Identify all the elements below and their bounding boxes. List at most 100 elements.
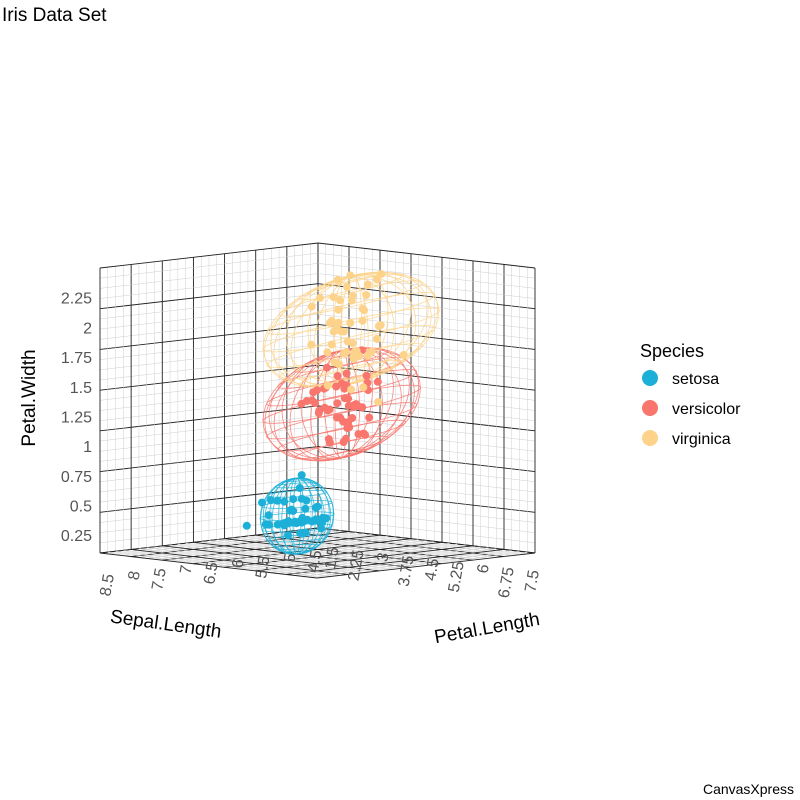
data-point-setosa xyxy=(311,515,320,524)
data-point-setosa xyxy=(280,497,289,506)
legend-marker-setosa xyxy=(642,370,658,386)
ellipse-virginica xyxy=(262,271,440,389)
data-point-virginica xyxy=(330,358,339,367)
x-tick-label: 6 xyxy=(229,558,247,570)
data-point-setosa xyxy=(289,495,298,504)
floor-gridline xyxy=(170,544,388,571)
data-point-setosa xyxy=(258,498,266,507)
left-wall-gridline xyxy=(99,314,319,340)
data-point-virginica xyxy=(367,347,376,356)
z-tick-label: 1.25 xyxy=(61,409,92,426)
data-point-virginica xyxy=(347,296,356,305)
data-point-virginica xyxy=(343,337,352,346)
data-point-virginica xyxy=(315,294,324,302)
right-wall-gridline xyxy=(317,314,536,340)
right-wall-gridline xyxy=(317,263,536,289)
floor-gridline xyxy=(231,542,450,569)
legend-title: Species xyxy=(640,341,704,361)
left-wall-gridline xyxy=(99,242,319,269)
x-tick-label: 6.5 xyxy=(201,561,222,586)
confidence-ellipses xyxy=(259,271,440,555)
series-versicolor xyxy=(297,346,382,447)
floor-gridline xyxy=(223,541,443,568)
z-tick-label: 2.25 xyxy=(61,291,92,308)
floor-gridline xyxy=(123,550,341,576)
y-tick-label: 6.75 xyxy=(496,566,518,600)
data-point-virginica xyxy=(307,340,316,349)
left-wall-gridline xyxy=(99,273,319,299)
data-point-setosa xyxy=(302,496,311,505)
data-point-versicolor xyxy=(332,382,341,391)
floor-gridline xyxy=(146,547,364,573)
floor-gridline xyxy=(270,547,489,573)
data-point-versicolor xyxy=(311,399,320,408)
axis-ticks: 0.25 0.5 0.75 1 1.25 1.5 1.75 2 2.25 4.5 5 5.5 6 6.5 7… xyxy=(61,291,543,600)
data-point-versicolor xyxy=(325,405,334,414)
data-point-virginica xyxy=(346,271,355,280)
y-tick-label: 1.5 xyxy=(322,546,343,571)
left-wall-gridline xyxy=(99,293,319,320)
data-point-virginica xyxy=(342,348,351,356)
data-point-setosa xyxy=(295,484,304,492)
credit-label: CanvasXpress xyxy=(702,781,794,797)
floor-gridline xyxy=(154,546,372,572)
left-wall-gridline xyxy=(99,385,319,411)
x-tick-label: 5.5 xyxy=(253,555,274,580)
x-tick-label: 8.5 xyxy=(97,573,118,598)
data-point-virginica xyxy=(399,351,408,359)
data-point-setosa xyxy=(297,471,306,480)
data-point-virginica xyxy=(334,305,343,314)
data-point-versicolor xyxy=(342,369,351,378)
data-point-virginica xyxy=(307,302,316,311)
y-tick-label: 4.5 xyxy=(422,557,443,582)
data-point-virginica xyxy=(343,282,351,291)
floor-gridline xyxy=(254,545,474,572)
data-point-virginica xyxy=(329,327,338,336)
data-point-versicolor xyxy=(348,414,357,422)
y-axis-title: Petal.Length xyxy=(433,609,542,648)
right-wall-gridline xyxy=(317,375,536,401)
data-point-virginica xyxy=(377,270,386,279)
floor-gridline xyxy=(208,540,427,566)
data-point-virginica xyxy=(373,275,381,284)
data-point-setosa xyxy=(296,529,305,538)
z-tick-label: 1.75 xyxy=(61,350,92,367)
data-point-virginica xyxy=(362,291,371,299)
data-point-versicolor xyxy=(344,401,353,410)
right-wall-gridline xyxy=(317,334,536,360)
legend-marker-virginica xyxy=(642,430,658,446)
data-point-versicolor xyxy=(365,413,374,422)
data-point-virginica xyxy=(329,293,338,302)
series-virginica xyxy=(307,270,408,406)
data-point-versicolor xyxy=(373,377,382,386)
data-point-setosa xyxy=(284,531,292,540)
floor-gridline xyxy=(138,548,356,574)
left-wall-gridline xyxy=(99,354,319,381)
data-point-setosa xyxy=(273,496,282,505)
floor-gridline xyxy=(131,548,349,575)
floor-gridline xyxy=(316,552,536,579)
floor-gridline xyxy=(201,541,419,567)
data-point-virginica xyxy=(323,381,332,390)
left-wall-gridline xyxy=(99,344,319,371)
data-point-virginica xyxy=(373,334,381,343)
data-point-virginica xyxy=(327,340,336,349)
series-setosa xyxy=(242,471,331,540)
floor-gridline xyxy=(262,546,481,572)
data-point-setosa xyxy=(318,513,327,522)
data-point-virginica xyxy=(363,280,372,289)
floor-gridline xyxy=(247,544,466,571)
data-point-virginica xyxy=(374,398,383,406)
floor-gridline xyxy=(293,550,512,576)
data-point-virginica xyxy=(325,318,334,327)
right-wall-gridline xyxy=(317,283,536,310)
left-wall-gridline xyxy=(99,252,319,279)
x-tick-label: 7.5 xyxy=(149,567,170,592)
legend-label-versicolor: versicolor xyxy=(672,401,741,418)
data-point-setosa xyxy=(261,520,270,529)
data-point-setosa xyxy=(287,505,296,514)
floor-gridline xyxy=(162,545,380,572)
legend-label-setosa: setosa xyxy=(672,371,719,388)
right-wall-gridline xyxy=(317,303,536,330)
